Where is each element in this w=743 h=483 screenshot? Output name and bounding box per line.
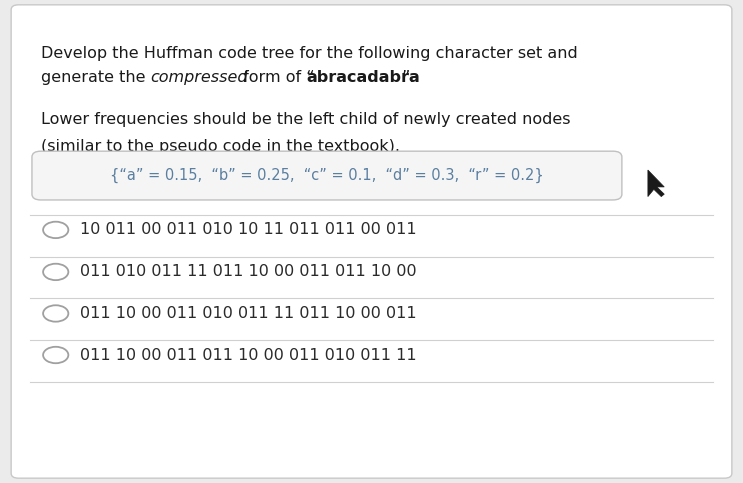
Text: 011 10 00 011 010 011 11 011 10 00 011: 011 10 00 011 010 011 11 011 10 00 011 <box>80 306 417 321</box>
Text: Lower frequencies should be the left child of newly created nodes: Lower frequencies should be the left chi… <box>41 112 571 127</box>
Text: Develop the Huffman code tree for the following character set and: Develop the Huffman code tree for the fo… <box>41 46 577 61</box>
Circle shape <box>43 264 68 280</box>
Text: (similar to the pseudo code in the textbook).: (similar to the pseudo code in the textb… <box>41 139 400 154</box>
Text: 011 010 011 11 011 10 00 011 011 10 00: 011 010 011 11 011 10 00 011 011 10 00 <box>80 264 417 280</box>
Text: 10 011 00 011 010 10 11 011 011 00 011: 10 011 00 011 010 10 11 011 011 00 011 <box>80 222 417 238</box>
Text: ”.: ”. <box>401 70 415 85</box>
Text: compressed: compressed <box>150 70 248 85</box>
Circle shape <box>43 347 68 363</box>
Text: form of “: form of “ <box>238 70 314 85</box>
Text: 011 10 00 011 011 10 00 011 010 011 11: 011 10 00 011 011 10 00 011 010 011 11 <box>80 347 417 363</box>
FancyBboxPatch shape <box>11 5 732 478</box>
Circle shape <box>43 305 68 322</box>
Circle shape <box>43 222 68 238</box>
Text: abracadabra: abracadabra <box>307 70 421 85</box>
FancyBboxPatch shape <box>32 151 622 200</box>
Text: generate the: generate the <box>41 70 151 85</box>
Text: {“a” = 0.15,  “b” = 0.25,  “c” = 0.1,  “d” = 0.3,  “r” = 0.2}: {“a” = 0.15, “b” = 0.25, “c” = 0.1, “d” … <box>110 168 544 183</box>
Polygon shape <box>648 170 664 197</box>
